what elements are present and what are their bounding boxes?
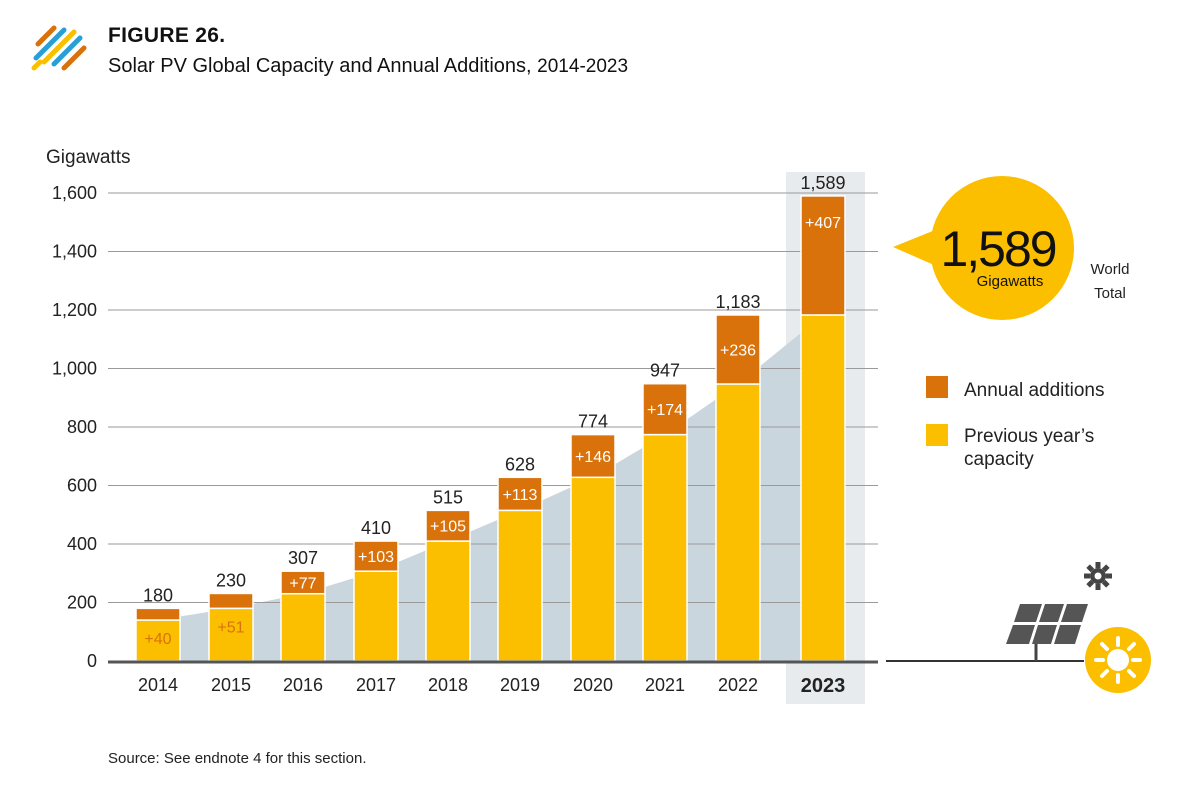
solar-panel-icon — [1000, 602, 1090, 661]
x-tick-label-2018: 2018 — [428, 675, 468, 695]
bar-previous-capacity-2017 — [353, 570, 399, 662]
x-tick-label-2023: 2023 — [801, 675, 846, 697]
bar-previous-capacity-2018 — [425, 540, 471, 662]
bar-previous-capacity-2021 — [642, 433, 688, 662]
addition-label-2015: +51 — [217, 619, 244, 636]
x-tick-label-2017: 2017 — [356, 675, 396, 695]
gear-icon — [1084, 562, 1112, 590]
legend-label-previous-capacity-line2: capacity — [964, 449, 1034, 470]
legend-label-previous-capacity-line1: Previous year’s — [964, 426, 1094, 447]
y-tick-label: 1,400 — [52, 242, 97, 262]
total-label-2022: 1,183 — [715, 292, 760, 312]
total-label-2019: 628 — [505, 454, 535, 474]
addition-label-2018: +105 — [430, 519, 466, 536]
bar-previous-capacity-2016 — [280, 592, 326, 662]
figure-title-range: 2014-2023 — [537, 56, 629, 77]
addition-label-2021: +174 — [647, 402, 683, 419]
y-tick-label: 1,000 — [52, 359, 97, 379]
legend-swatch-previous-capacity — [926, 424, 948, 446]
bar-annual-addition-2020 — [570, 433, 616, 479]
callout-circle — [930, 176, 1074, 320]
bar-previous-capacity-2020 — [570, 476, 616, 662]
bar-annual-addition-2019 — [497, 476, 543, 512]
y-tick-label: 600 — [67, 476, 97, 496]
bar-annual-addition-2015 — [208, 592, 254, 610]
bar-previous-capacity-2023 — [800, 314, 846, 662]
bar-previous-capacity-2019 — [497, 509, 543, 662]
figure-title: Solar PV Global Capacity and Annual Addi… — [108, 55, 628, 78]
total-label-2018: 515 — [433, 487, 463, 507]
addition-label-2017: +103 — [358, 549, 394, 566]
bar-annual-addition-2021 — [642, 382, 688, 436]
addition-label-2022: +236 — [720, 342, 756, 359]
bar-annual-addition-2022 — [715, 314, 761, 385]
report-logo — [31, 25, 87, 71]
x-tick-label-2022: 2022 — [718, 675, 758, 695]
total-label-2014: 180 — [143, 585, 173, 605]
y-axis-unit-label: Gigawatts — [46, 147, 130, 168]
addition-label-2016: +77 — [289, 575, 316, 592]
y-tick-label: 0 — [87, 651, 97, 671]
bar-previous-capacity-2015 — [208, 607, 254, 662]
figure-label: FIGURE 26. — [108, 24, 226, 47]
sun-icon — [1085, 627, 1151, 693]
bar-annual-addition-2023 — [800, 195, 846, 316]
addition-label-2014: +40 — [144, 631, 171, 648]
source-note: Source: See endnote 4 for this section. — [108, 750, 367, 767]
y-tick-label: 400 — [67, 534, 97, 554]
bar-annual-addition-2014 — [135, 607, 181, 621]
addition-label-2019: +113 — [503, 487, 538, 504]
x-tick-label-2014: 2014 — [138, 675, 178, 695]
addition-label-2020: +146 — [575, 449, 611, 466]
callout-value: 1,589 — [940, 221, 1055, 277]
x-axis-ticks: 2014 2015 2016 2017 2018 2019 2020 2021 2022 2023 — [138, 675, 845, 697]
callout-unit: Gigawatts — [977, 273, 1044, 290]
bars — [135, 195, 846, 662]
legend-label-annual-additions: Annual additions — [964, 380, 1105, 401]
total-callout: 1,589 Gigawatts World Total — [893, 176, 1129, 320]
x-tick-label-2015: 2015 — [211, 675, 251, 695]
addition-label-2023: +407 — [805, 215, 841, 232]
bar-annual-addition-2016 — [280, 570, 326, 595]
bar-annual-addition-2017 — [353, 540, 399, 572]
figure-header: FIGURE 26. Solar PV Global Capacity and … — [108, 24, 628, 78]
x-tick-label-2021: 2021 — [645, 675, 685, 695]
bar-labels: 180 +40 230 +51 307 +77 410 +103 515 +105 628 +113 7… — [143, 173, 846, 648]
y-tick-label: 800 — [67, 417, 97, 437]
total-label-2023: 1,589 — [800, 173, 845, 193]
legend-swatch-annual-additions — [926, 376, 948, 398]
callout-note-line2: Total — [1094, 285, 1126, 302]
y-tick-label: 1,200 — [52, 300, 97, 320]
bar-previous-capacity-2022 — [715, 383, 761, 662]
legend: Annual additions Previous year’s capacit… — [926, 376, 1105, 470]
x-tick-label-2016: 2016 — [283, 675, 323, 695]
y-axis-ticks: 0 200 400 600 800 1,000 1,200 1,400 1,600 — [52, 183, 97, 671]
total-label-2015: 230 — [216, 570, 246, 590]
y-tick-label: 200 — [67, 593, 97, 613]
total-label-2021: 947 — [650, 361, 680, 381]
figure-title-main: Solar PV Global Capacity and Annual Addi… — [108, 55, 532, 77]
callout-note-line1: World — [1091, 261, 1130, 278]
x-tick-label-2020: 2020 — [573, 675, 613, 695]
x-tick-label-2019: 2019 — [500, 675, 540, 695]
y-tick-label: 1,600 — [52, 183, 97, 203]
total-label-2016: 307 — [288, 548, 318, 568]
bar-annual-addition-2018 — [425, 509, 471, 542]
solar-illustration — [886, 562, 1151, 693]
total-label-2017: 410 — [361, 518, 391, 538]
total-label-2020: 774 — [578, 412, 608, 432]
